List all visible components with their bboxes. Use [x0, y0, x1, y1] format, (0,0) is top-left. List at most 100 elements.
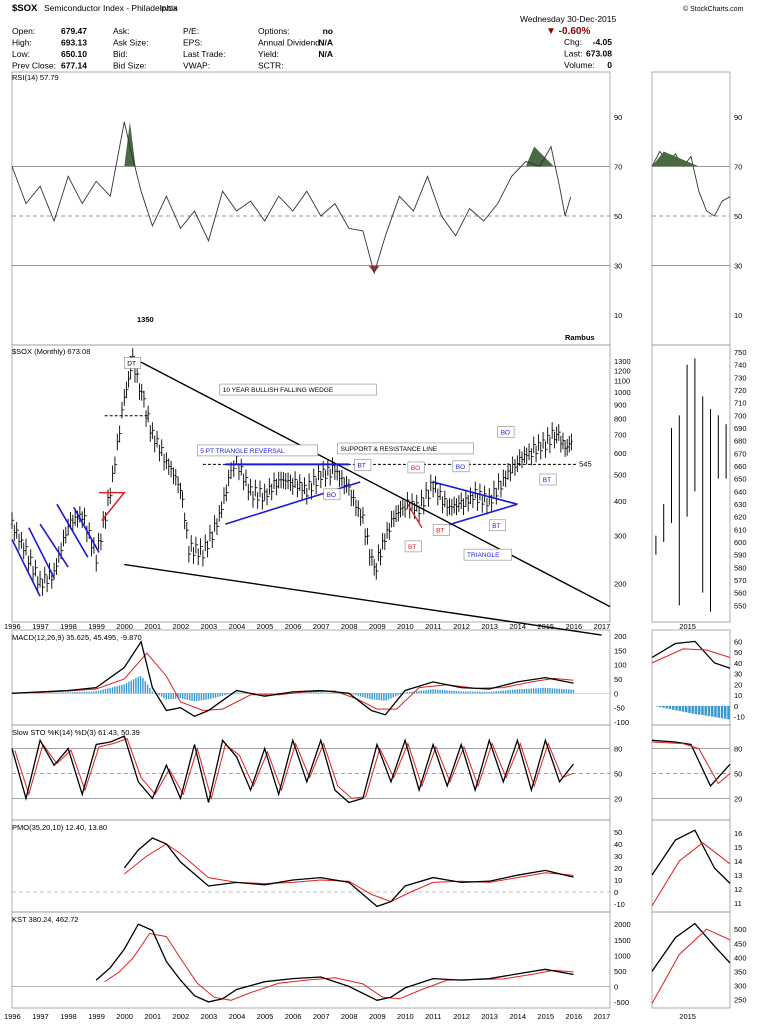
support-label-box	[337, 442, 474, 455]
peak-label: 1350	[137, 315, 154, 324]
macd-histogram-bar	[532, 688, 535, 694]
macd-histogram-bar	[444, 690, 446, 694]
macd-histogram-bar	[369, 693, 371, 699]
macd-histogram-bar	[422, 690, 425, 694]
macd-histogram-bar	[81, 691, 83, 694]
macd-inset-histogram-bar	[698, 705, 701, 715]
macd-inset-tick-label: 60	[734, 637, 742, 646]
kst-panel: KST 380.24, 462.72	[12, 915, 79, 924]
x-tick-label-bottom: 2004	[229, 1012, 246, 1021]
macd-histogram-bar	[121, 684, 123, 694]
macd-histogram-bar	[114, 686, 116, 694]
macd-histogram-bar	[181, 693, 184, 699]
macd-inset-histogram-bar	[714, 705, 717, 718]
inset-x-label-bottom: 2015	[679, 1012, 696, 1021]
macd-histogram-bar	[523, 688, 525, 694]
macd-histogram-bar	[488, 691, 490, 694]
macd-line	[11, 640, 574, 718]
macd-histogram-bar	[434, 689, 437, 694]
macd-histogram-bar	[93, 691, 95, 694]
bo-label-2: BO	[456, 464, 465, 471]
macd-inset-line	[651, 640, 731, 669]
macd-inset-histogram-bar	[704, 705, 707, 716]
price-tick-label: 300	[614, 531, 627, 540]
macd-inset-histogram-bar	[685, 705, 688, 713]
wedge-label: 10 YEAR BULLISH FALLING WEDGE	[223, 387, 334, 394]
macd-histogram-bar	[43, 692, 46, 694]
macd-histogram-bar	[263, 693, 266, 695]
macd-histogram-bar	[214, 693, 217, 698]
x-tick-label: 2011	[425, 622, 441, 631]
quote-label: SCTR:	[258, 61, 284, 71]
sto-inset-d	[651, 741, 731, 785]
macd-histogram-bar	[217, 693, 219, 698]
price-tick-label: 1100	[614, 377, 630, 386]
macd-histogram-bar	[62, 692, 65, 694]
macd-histogram-bar	[411, 691, 413, 694]
macd-histogram-bar	[371, 693, 373, 700]
kst-tick-label: -500	[614, 998, 629, 1007]
chart-marks: 1030507090103050709020030040050060070080…	[4, 113, 747, 1021]
macd-histogram-bar	[130, 680, 132, 694]
quote-header: $SOX Semiconductor Index - Philadelphia …	[12, 3, 744, 71]
macd-title: MACD(12,26,9) 35.625, 45.495, -9.870	[12, 633, 142, 642]
sto-panel: Slow STO %K(14) %D(3) 61.43, 50.39	[12, 728, 140, 737]
macd-histogram-bar	[86, 691, 88, 694]
rsi-panel: RSI(14) 57.79 Rambus	[12, 73, 595, 342]
inset-price-tick-label: 560	[734, 589, 747, 598]
macd-histogram-bar	[100, 690, 102, 694]
x-tick-label: 2017	[594, 622, 611, 631]
macd-histogram-bar	[568, 689, 570, 694]
macd-histogram-bar	[146, 684, 149, 694]
macd-histogram-bar	[60, 692, 62, 694]
macd-histogram-bar	[268, 693, 270, 695]
macd-histogram-bar	[39, 692, 41, 694]
quote-value: no	[323, 26, 333, 36]
quote-label: Ask Size:	[113, 38, 148, 48]
inset-price-tick-label: 740	[734, 361, 747, 370]
bt-label-box	[354, 459, 372, 471]
macd-histogram-bar	[455, 690, 458, 694]
x-tick-label-bottom: 2009	[369, 1012, 386, 1021]
macd-histogram-bar	[490, 691, 493, 694]
inset-x-label: 2015	[679, 622, 696, 631]
macd-histogram-bar	[310, 692, 313, 694]
channel-line	[56, 503, 89, 558]
macd-histogram-bar	[390, 693, 392, 699]
macd-histogram-bar	[308, 692, 310, 694]
x-tick-label: 2001	[144, 622, 161, 631]
inset-price-tick-label: 690	[734, 424, 747, 433]
x-tick-label-bottom: 2010	[397, 1012, 414, 1021]
macd-histogram-bar	[172, 693, 175, 699]
x-tick-label-bottom: 2008	[341, 1012, 358, 1021]
macd-inset-tick-label: 50	[734, 648, 742, 657]
macd-histogram-bar	[48, 692, 51, 694]
kst-signal-line	[104, 932, 574, 1001]
macd-histogram-bar	[111, 687, 114, 694]
quote-label: Options:	[258, 26, 290, 36]
bt-label-3-box	[539, 473, 557, 486]
x-tick-label: 2002	[172, 622, 189, 631]
x-tick-label-bottom: 2000	[116, 1012, 133, 1021]
macd-histogram-bar	[303, 692, 306, 694]
macd-inset-histogram-bar	[724, 705, 727, 719]
macd-histogram-bar	[352, 693, 355, 695]
macd-histogram-bar	[46, 692, 48, 694]
macd-histogram-bar	[420, 690, 423, 694]
macd-histogram-bar	[186, 693, 189, 700]
x-tick-label-bottom: 2006	[285, 1012, 302, 1021]
rsi-inset-tick-label: 10	[734, 311, 742, 320]
macd-histogram-bar	[270, 693, 273, 694]
pmo-tick-label: 50	[614, 828, 622, 837]
macd-histogram-bar	[67, 692, 69, 694]
channel-line	[28, 527, 55, 579]
triangle-reversal-label-box	[196, 444, 318, 457]
macd-inset-tick-label: 30	[734, 670, 742, 679]
sto-tick-label: 20	[614, 794, 622, 803]
quote-col-2: Ask: Ask Size:Bid: Bid Size:	[113, 26, 148, 71]
macd-histogram-bar	[55, 692, 58, 694]
macd-histogram-bar	[493, 691, 495, 694]
macd-histogram-bar	[142, 677, 144, 694]
